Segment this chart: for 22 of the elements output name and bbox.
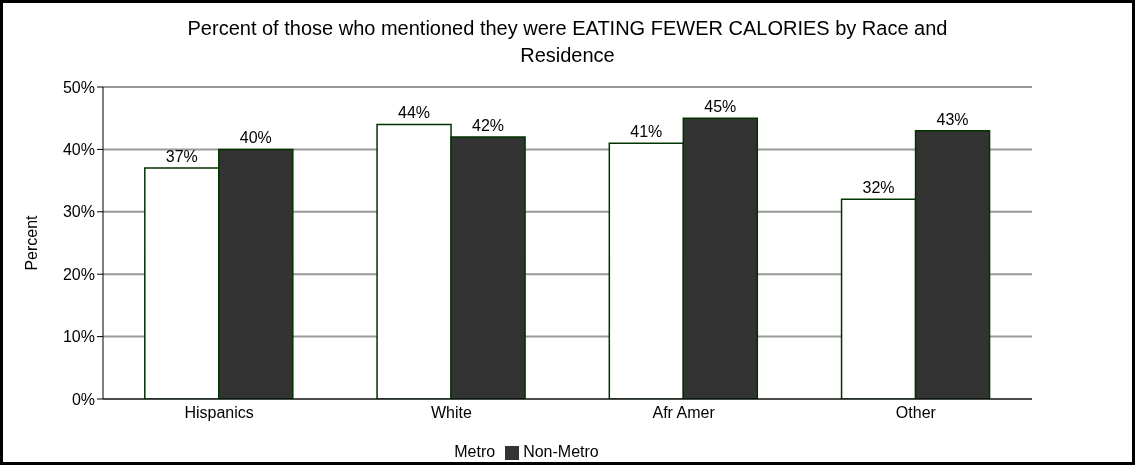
text: Metro [454, 443, 496, 460]
y-tick-label: 0% [71, 390, 95, 408]
data-label: 45% [704, 98, 737, 116]
chart-title: Percent of those who mentioned they were EATING FEWER CALORIES by Race and Residence [187, 16, 948, 68]
x-tick-label: Hispanics [184, 404, 254, 422]
data-label: 42% [472, 116, 505, 134]
data-label: 44% [398, 104, 431, 122]
data-label: 37% [165, 148, 198, 166]
data-label: 43% [936, 110, 969, 128]
y-tick-label: 40% [62, 141, 95, 159]
x-tick-label: White [430, 404, 472, 422]
x-tick-label: Afr Amer [652, 404, 716, 422]
y-tick-label: 30% [62, 203, 95, 221]
x-tick-label: Other [895, 404, 937, 422]
y-axis-title: Percent [22, 214, 40, 271]
y-tick-label: 10% [62, 328, 95, 346]
y-tick-label: 20% [62, 265, 95, 283]
data-label: 40% [239, 129, 272, 147]
data-label: 32% [862, 179, 895, 197]
data-label: 41% [630, 123, 663, 141]
y-tick-label: 50% [62, 78, 95, 96]
legend-label: Non-Metro [523, 443, 599, 460]
